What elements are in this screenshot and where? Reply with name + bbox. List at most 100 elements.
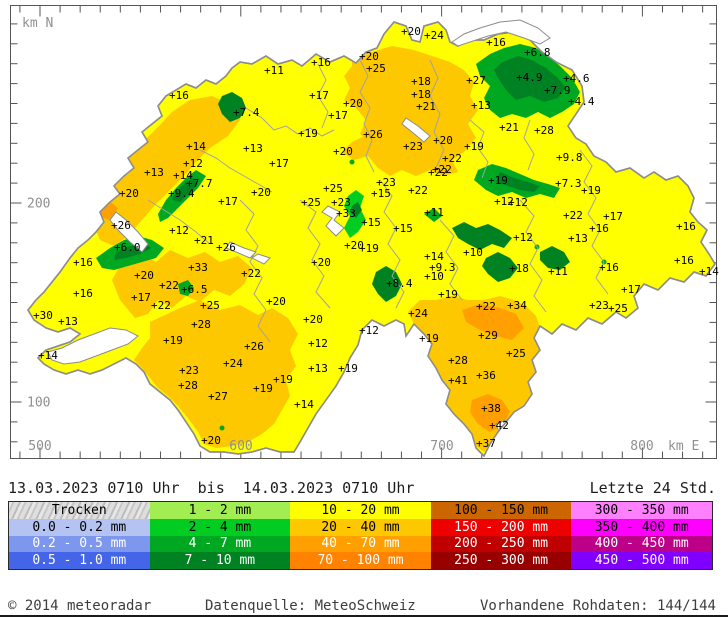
precip-value-label: +17 xyxy=(269,157,289,170)
precip-value-label: +7.4 xyxy=(233,106,260,119)
green-speck xyxy=(349,159,355,165)
precip-value-label: +20 xyxy=(251,186,271,199)
precip-value-label: +36 xyxy=(476,369,496,382)
precip-value-label: +20 xyxy=(119,187,139,200)
copyright-text: © 2014 meteoradar xyxy=(8,598,152,614)
precip-value-label: +22 xyxy=(151,299,171,312)
precip-value-label: +27 xyxy=(466,74,486,87)
precip-value-label: +13 xyxy=(243,142,263,155)
precip-value-label: +4.4 xyxy=(568,95,595,108)
precip-value-label: +10 xyxy=(424,270,444,283)
precip-value-label: +12 xyxy=(183,157,203,170)
precip-value-label: +20 xyxy=(201,434,221,447)
precip-value-label: +17 xyxy=(218,195,238,208)
precip-value-label: +16 xyxy=(73,256,93,269)
precip-value-label: +20 xyxy=(344,239,364,252)
precip-value-label: +12 xyxy=(308,337,328,350)
precip-value-label: +18 xyxy=(411,75,431,88)
precip-value-label: +20 xyxy=(303,313,323,326)
precip-value-label: +33 xyxy=(336,207,356,220)
precip-value-label: +12 xyxy=(494,195,514,208)
precip-value-label: +11 xyxy=(548,265,568,278)
legend-cell: Trocken xyxy=(9,502,150,519)
precip-value-label: +11 xyxy=(264,64,284,77)
map-frame xyxy=(10,5,717,459)
precip-value-label: +12 xyxy=(508,196,528,209)
precip-value-label: +14 xyxy=(424,250,444,263)
legend-cell: 450 - 500 mm xyxy=(571,552,712,569)
lake-neuchatel xyxy=(109,211,149,253)
legend-cell: 350 - 400 mm xyxy=(571,518,712,536)
legend-cell: 0.0 - 0.2 mm xyxy=(9,518,150,536)
precip-value-label: +19 xyxy=(359,242,379,255)
y-axis-unit: km N xyxy=(22,16,53,31)
x-axis-unit: km E xyxy=(668,439,699,454)
precip-value-label: +22 xyxy=(476,300,496,313)
precip-value-label: +25 xyxy=(506,347,526,360)
precip-value-label: +8.4 xyxy=(386,277,413,290)
precip-value-label: +19 xyxy=(273,373,293,386)
precip-value-label: +20 xyxy=(359,50,379,63)
region-green-basel-jura xyxy=(218,92,246,122)
legend-cell: 250 - 300 mm xyxy=(430,552,572,569)
legend-cell: 100 - 150 mm xyxy=(430,502,572,519)
precip-value-label: +41 xyxy=(448,374,468,387)
precip-value-label: +19 xyxy=(163,334,183,347)
precip-value-label: +10 xyxy=(463,246,483,259)
precip-value-label: +14 xyxy=(294,398,314,411)
precip-value-label: +22 xyxy=(408,184,428,197)
precip-value-label: +24 xyxy=(223,357,243,370)
precip-value-label: +6.8 xyxy=(524,46,551,59)
precip-value-label: +42 xyxy=(489,419,509,432)
precip-value-label: +7.3 xyxy=(555,177,582,190)
precip-value-label: +23 xyxy=(331,196,351,209)
precip-value-label: +25 xyxy=(200,299,220,312)
region-green-glarus-b xyxy=(482,252,518,282)
region-green-glarus-a xyxy=(452,222,512,250)
region-gold-jura xyxy=(90,96,240,246)
region-darkgreen-gotthard xyxy=(372,266,402,302)
precip-value-label: +30 xyxy=(33,309,53,322)
legend-cell: 7 - 10 mm xyxy=(149,552,291,569)
precip-value-label: +21 xyxy=(416,100,436,113)
legend-cell: 0.2 - 0.5 mm xyxy=(9,535,150,553)
precip-value-label: +26 xyxy=(111,219,131,232)
period-range: Letzte 24 Std. xyxy=(589,479,716,497)
legend-cell: 40 - 70 mm xyxy=(290,535,431,553)
precip-value-label: +16 xyxy=(674,254,694,267)
x-axis-tick-label: 500 xyxy=(28,439,51,454)
region-darkgreen-alpstein-core xyxy=(496,172,540,192)
region-darkgreen-northeast-core xyxy=(494,56,566,102)
x-axis-tick-label: 800 xyxy=(630,439,653,454)
legend-cell: 200 - 250 mm xyxy=(430,535,572,553)
precip-value-label: +18 xyxy=(411,88,431,101)
precip-value-label: +19 xyxy=(488,174,508,187)
precip-value-label: +38 xyxy=(481,402,501,415)
precip-value-label: +15 xyxy=(393,222,413,235)
precip-value-label: +14 xyxy=(38,349,58,362)
precip-value-label: +16 xyxy=(311,56,331,69)
precip-value-label: +11 xyxy=(424,206,444,219)
precip-value-label: +15 xyxy=(361,216,381,229)
precip-value-label: +13 xyxy=(144,166,164,179)
precip-value-label: +19 xyxy=(253,382,273,395)
lake-geneva xyxy=(47,327,139,365)
precip-value-label: +28 xyxy=(534,124,554,137)
precip-value-label: +6.0 xyxy=(114,241,141,254)
precip-value-label: +28 xyxy=(178,379,198,392)
axis-ticks xyxy=(10,5,717,459)
precip-value-label: +17 xyxy=(131,291,151,304)
precip-value-label: +13 xyxy=(58,315,78,328)
precip-value-label: +22 xyxy=(432,163,452,176)
x-axis-tick-label: 700 xyxy=(430,439,453,454)
precip-value-label: +19 xyxy=(464,140,484,153)
precip-value-label: +16 xyxy=(169,89,189,102)
precip-value-label: +28 xyxy=(191,318,211,331)
period-text: 13.03.2023 0710 Uhr bis 14.03.2023 0710 … xyxy=(8,479,415,497)
precip-value-label: +16 xyxy=(486,36,506,49)
region-green-uri-small xyxy=(424,208,442,222)
precip-value-label: +23 xyxy=(403,140,423,153)
precipitation-overlays xyxy=(47,44,609,452)
region-darkgreen-napf-core xyxy=(172,178,198,202)
